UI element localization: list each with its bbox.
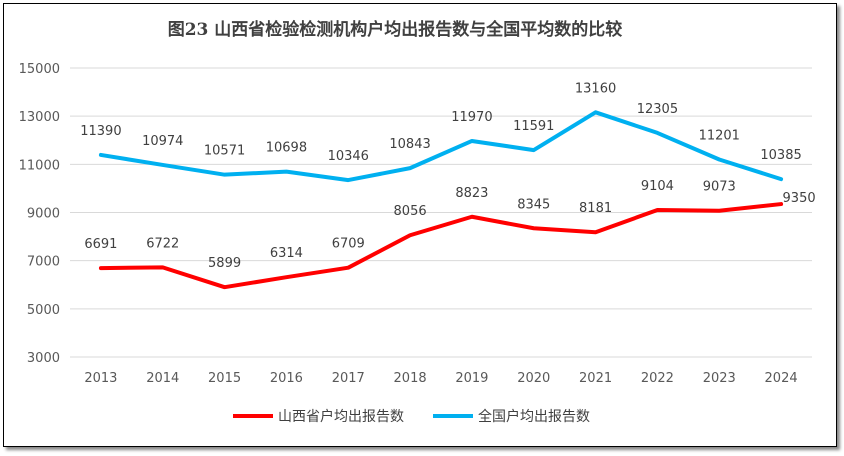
y-tick-label: 7000 (27, 255, 60, 270)
data-label: 8056 (394, 204, 427, 219)
data-label: 11970 (451, 110, 492, 125)
chart-frame (3, 3, 837, 447)
y-tick-label: 9000 (27, 207, 60, 222)
y-tick-label: 15000 (19, 62, 60, 77)
data-label: 9350 (783, 191, 816, 206)
data-label: 11201 (699, 128, 740, 143)
x-tick-label: 2024 (765, 371, 798, 386)
y-tick-label: 3000 (27, 351, 60, 366)
data-label: 11390 (80, 124, 121, 139)
data-label: 8345 (517, 197, 550, 212)
x-tick-label: 2021 (579, 371, 612, 386)
x-tick-label: 2022 (641, 371, 674, 386)
x-tick-label: 2023 (703, 371, 736, 386)
data-label: 6709 (332, 237, 365, 252)
data-label: 10385 (760, 148, 801, 163)
x-tick-label: 2016 (270, 371, 303, 386)
data-label: 5899 (208, 256, 241, 271)
legend-label: 全国户均出报告数 (478, 408, 590, 425)
legend-label: 山西省户均出报告数 (278, 408, 404, 425)
data-label: 10571 (204, 144, 245, 159)
data-label: 13160 (575, 81, 616, 96)
y-tick-label: 11000 (19, 158, 60, 173)
x-tick-label: 2018 (394, 371, 427, 386)
data-label: 12305 (637, 102, 678, 117)
data-label: 10843 (389, 137, 430, 152)
data-label: 10974 (142, 134, 183, 149)
data-label: 6691 (84, 237, 117, 252)
series-line-0 (98, 202, 784, 290)
x-tick-label: 2013 (84, 371, 117, 386)
data-label: 10698 (266, 141, 307, 156)
data-label: 9104 (641, 179, 674, 194)
x-tick-label: 2020 (517, 371, 550, 386)
series-line-1 (98, 110, 784, 183)
y-tick-label: 5000 (27, 303, 60, 318)
data-label: 10346 (328, 149, 369, 164)
data-label: 8823 (455, 186, 488, 201)
y-tick-label: 13000 (19, 110, 60, 125)
chart-title: 图23 山西省检验检测机构户均出报告数与全国平均数的比较 (168, 19, 623, 40)
x-tick-label: 2014 (146, 371, 179, 386)
data-label: 9073 (703, 180, 736, 195)
data-label: 6314 (270, 246, 303, 261)
data-label: 11591 (513, 119, 554, 134)
x-tick-label: 2017 (332, 371, 365, 386)
x-tick-label: 2015 (208, 371, 241, 386)
data-label: 6722 (146, 236, 179, 251)
x-tick-label: 2019 (455, 371, 488, 386)
data-label: 8181 (579, 201, 612, 216)
